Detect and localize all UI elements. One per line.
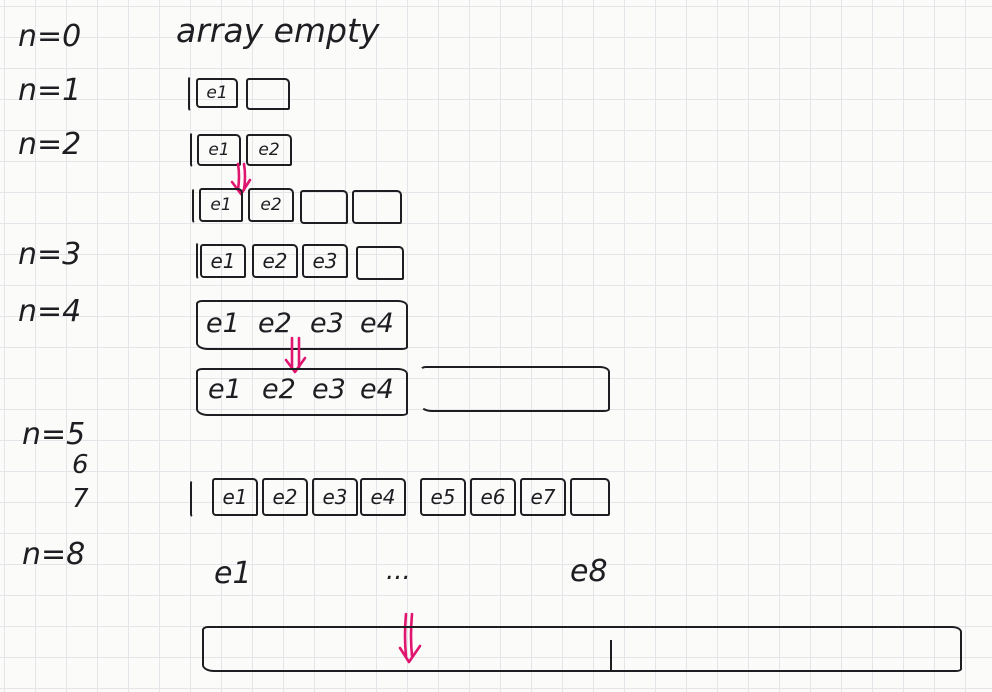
label-n2: n=2 [18, 127, 82, 162]
row-n4g-e2: e2 [262, 374, 296, 405]
row-n4-e2: e2 [258, 308, 292, 339]
row-n7-cell-5: e5 [420, 478, 466, 516]
row-n7-cell-4: e4 [360, 478, 406, 516]
big-array-box [202, 626, 962, 672]
row-n8-first: e1 [214, 556, 252, 591]
row-n2g-cell-2: e2 [248, 188, 294, 222]
row-n3-cell-1: e1 [200, 244, 246, 278]
row-n4g-e1: e1 [208, 374, 242, 405]
row-n2g-cell-4 [352, 190, 402, 224]
label-n3: n=3 [18, 237, 82, 272]
big-array-divider [610, 640, 613, 670]
label-n7: 7 [72, 484, 89, 514]
row-n7-cell-2: e2 [262, 478, 308, 516]
row-n4g-e3: e3 [312, 374, 346, 405]
row-n3-cell-2: e2 [252, 244, 298, 278]
label-n8: n=8 [22, 537, 86, 572]
row-n7-cell-8 [570, 478, 610, 516]
row-n2-cell-2: e2 [246, 134, 292, 166]
row-n7-cell-7: e7 [520, 478, 566, 516]
row-n1-cell-1: e1 [196, 78, 238, 108]
row-n2g-bracket [192, 188, 208, 224]
row-n4-e3: e3 [310, 308, 344, 339]
row-n4g-e4: e4 [360, 374, 394, 405]
grow-arrow-2 [284, 336, 307, 374]
row-n4-box [196, 300, 408, 350]
row-n2g-cell-1: e1 [199, 188, 243, 222]
caption-array-empty: array empty [176, 11, 380, 50]
row-n7-cell-6: e6 [470, 478, 516, 516]
row-n2g-cell-3 [300, 190, 348, 224]
label-n6: 6 [72, 450, 89, 480]
row-n4-e4: e4 [360, 308, 394, 339]
row-n2-bracket [190, 132, 240, 168]
row-n7-cell-1: e1 [212, 478, 258, 516]
row-n7-cell-3: e3 [312, 478, 358, 516]
row-n3-cell-4 [356, 246, 404, 280]
label-n4: n=4 [18, 294, 82, 329]
row-n4g-box-new [420, 366, 610, 412]
grow-arrow-3 [398, 612, 422, 664]
row-n8-last: e8 [570, 554, 608, 589]
row-n1-cell-2 [246, 78, 290, 110]
row-n3-cell-3: e3 [302, 244, 348, 278]
row-n1-bracket [188, 76, 240, 112]
row-n8-dots: ... [386, 556, 411, 586]
row-n2-cell-1: e1 [197, 134, 241, 166]
label-n1: n=1 [18, 73, 82, 108]
row-n4-e1: e1 [206, 308, 240, 339]
row-n3-bracket [196, 242, 212, 280]
label-n0: n=0 [18, 19, 82, 54]
row-n4g-box-old [196, 368, 408, 416]
row-n7-bracket [190, 480, 206, 518]
label-n5: n=5 [22, 417, 86, 452]
